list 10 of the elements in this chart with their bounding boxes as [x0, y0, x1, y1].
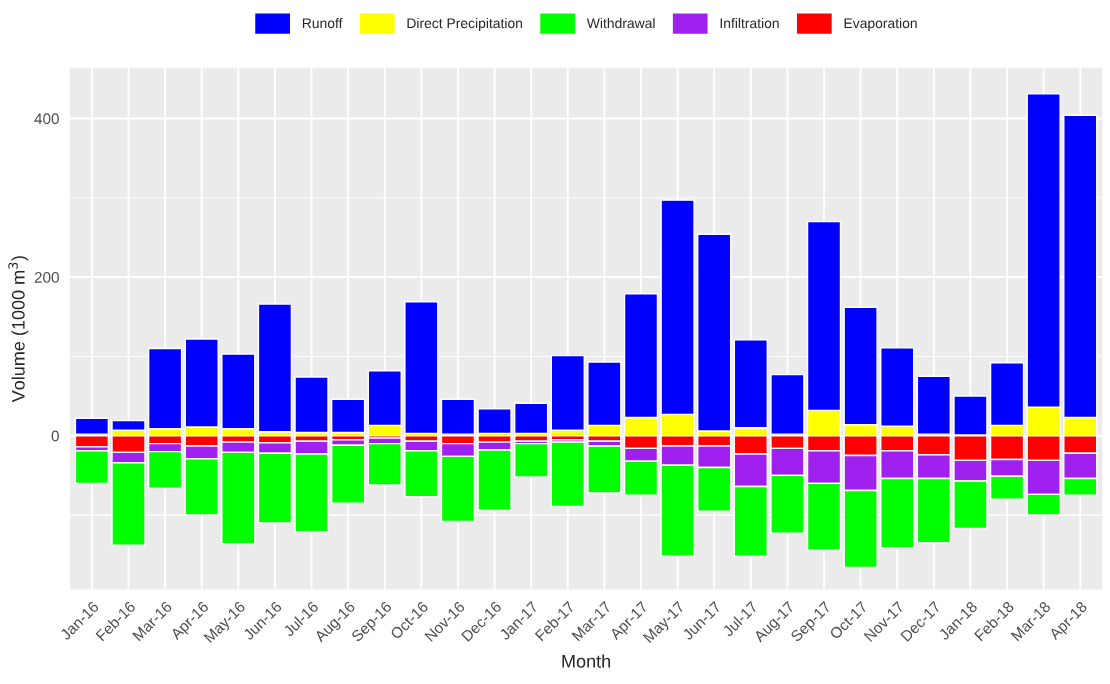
y-tick-label: 200 — [34, 271, 59, 283]
y-tick-label: 0 — [51, 430, 59, 442]
x-axis-title: Month — [562, 654, 610, 668]
y-tick-label: 400 — [34, 113, 59, 125]
y-axis-title: Volume (1000 m$^{3}$) — [8, 256, 29, 403]
legend-label: Withdrawal — [586, 17, 655, 29]
legend-label: Infiltration — [720, 17, 779, 29]
legend-label: Runoff — [302, 17, 343, 29]
legend-label: Direct Precipitation — [407, 17, 523, 31]
legend-label: Evaporation — [844, 17, 917, 31]
